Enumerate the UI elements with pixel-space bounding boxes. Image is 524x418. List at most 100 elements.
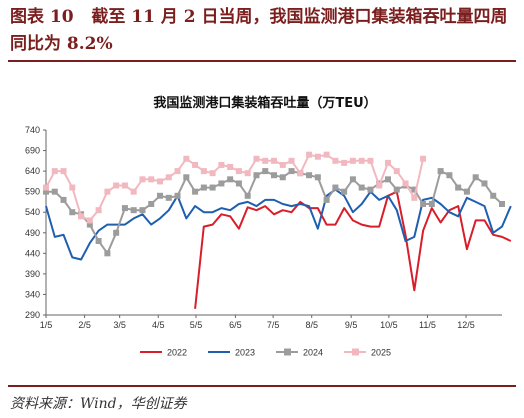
legend-item-2025: 2025 <box>344 348 391 358</box>
series-line-2023 <box>45 188 512 261</box>
legend-label: 2023 <box>235 348 255 358</box>
data-point-2025 <box>227 164 234 170</box>
figure-header: 图表 10 截至 11 月 2 日当周，我国监测港口集装箱吞吐量四周同比为 8.… <box>10 4 515 58</box>
data-point-2024 <box>367 186 374 193</box>
data-point-2024 <box>385 176 391 183</box>
data-point-2024 <box>148 201 155 207</box>
data-point-2024 <box>253 172 260 179</box>
data-point-2025 <box>271 157 277 164</box>
data-point-2024 <box>341 188 348 195</box>
y-tick-label: 390 <box>25 269 40 279</box>
data-point-2024 <box>428 201 435 207</box>
legend-item-2023: 2023 <box>208 348 255 358</box>
data-point-2025 <box>253 155 260 162</box>
data-point-2024 <box>481 180 488 187</box>
series-line-2025 <box>45 153 425 222</box>
y-tick-label: 590 <box>25 187 40 197</box>
data-point-2024 <box>323 196 330 203</box>
x-tick-label: 4/5 <box>152 320 165 330</box>
axes: 290 340 390 440 490 540 590 640 690 740 1/5 2/5 3/5 4… <box>25 125 502 330</box>
data-point-2025 <box>95 207 102 214</box>
data-point-2025 <box>297 170 304 177</box>
x-tick-label: 6/5 <box>229 320 242 330</box>
data-point-2024 <box>209 184 216 191</box>
data-point-2025 <box>157 178 163 185</box>
figure-title: 图表 10 截至 11 月 2 日当周，我国监测港口集装箱吞吐量四周同比为 8.… <box>10 7 508 54</box>
x-tick-label: 5/5 <box>190 320 203 330</box>
y-tick-label: 490 <box>25 228 40 238</box>
data-point-2024 <box>113 229 120 236</box>
data-point-2024 <box>51 188 58 195</box>
data-point-2025 <box>192 161 199 168</box>
bottom-rule <box>8 385 516 387</box>
data-point-2024 <box>420 201 427 207</box>
data-point-2024 <box>227 176 234 183</box>
legend-label: 2025 <box>371 348 391 358</box>
x-tick-label: 7/5 <box>267 320 280 330</box>
data-point-2025 <box>121 182 128 189</box>
series-2023 <box>45 188 512 261</box>
data-point-2025 <box>51 168 58 175</box>
data-point-2025 <box>411 194 418 201</box>
x-tick-label: 1/5 <box>40 320 53 330</box>
legend-item-2022: 2022 <box>140 348 187 358</box>
data-point-2025 <box>78 213 85 220</box>
data-point-2024 <box>165 194 172 201</box>
data-point-2024 <box>262 168 269 175</box>
y-tick-label: 740 <box>25 125 40 135</box>
data-point-2025 <box>113 182 120 189</box>
data-point-2024 <box>463 188 470 195</box>
data-point-2025 <box>358 157 365 164</box>
data-point-2025 <box>314 153 321 160</box>
data-point-2025 <box>393 168 400 175</box>
data-point-2025 <box>323 151 330 158</box>
data-point-2025 <box>235 168 242 175</box>
legend-item-2024: 2024 <box>276 348 323 358</box>
data-point-2025 <box>279 161 286 168</box>
data-point-2025 <box>376 182 383 189</box>
legend-label: 2024 <box>303 348 323 358</box>
data-point-2024 <box>288 168 295 175</box>
legend-marker <box>284 348 291 356</box>
data-point-2024 <box>60 196 67 203</box>
data-point-2024 <box>121 205 128 212</box>
x-tick-label: 9/5 <box>345 320 358 330</box>
data-point-2024 <box>472 174 479 181</box>
data-point-2024 <box>200 184 207 191</box>
data-point-2025 <box>183 155 190 162</box>
data-point-2025 <box>148 176 155 183</box>
data-point-2024 <box>332 184 339 191</box>
y-tick-label: 290 <box>25 310 40 320</box>
data-point-2025 <box>209 170 216 177</box>
data-point-2025 <box>420 155 427 162</box>
data-point-2025 <box>60 168 67 175</box>
top-rule <box>8 60 516 62</box>
series-2024 <box>43 168 505 257</box>
data-point-2024 <box>183 174 190 181</box>
x-tick-label: 2/5 <box>78 320 91 330</box>
source-note: 资料来源：Wind，华创证券 <box>10 396 187 412</box>
chart-title: 我国监测港口集装箱吞吐量（万TEU） <box>153 95 376 111</box>
data-point-2024 <box>437 168 444 175</box>
data-point-2024 <box>192 188 199 195</box>
x-tick-label: 10/5 <box>380 320 398 330</box>
series-layer <box>43 151 512 309</box>
data-point-2025 <box>86 217 93 224</box>
data-point-2025 <box>139 176 146 183</box>
data-point-2024 <box>86 221 93 228</box>
x-tick-label: 3/5 <box>113 320 126 330</box>
data-point-2025 <box>165 174 172 181</box>
data-point-2024 <box>95 238 102 244</box>
data-point-2024 <box>139 207 146 214</box>
data-point-2025 <box>174 168 181 175</box>
legend: 2022 2023 2024 2025 <box>140 348 391 358</box>
y-tick-label: 440 <box>25 248 40 258</box>
data-point-2024 <box>499 201 505 207</box>
data-point-2025 <box>349 157 356 164</box>
data-point-2025 <box>130 188 137 195</box>
y-tick-label: 540 <box>25 207 40 217</box>
y-tick-label: 340 <box>25 289 40 299</box>
data-point-2024 <box>69 209 76 216</box>
data-point-2024 <box>490 192 497 199</box>
y-tick-label: 640 <box>25 166 40 176</box>
